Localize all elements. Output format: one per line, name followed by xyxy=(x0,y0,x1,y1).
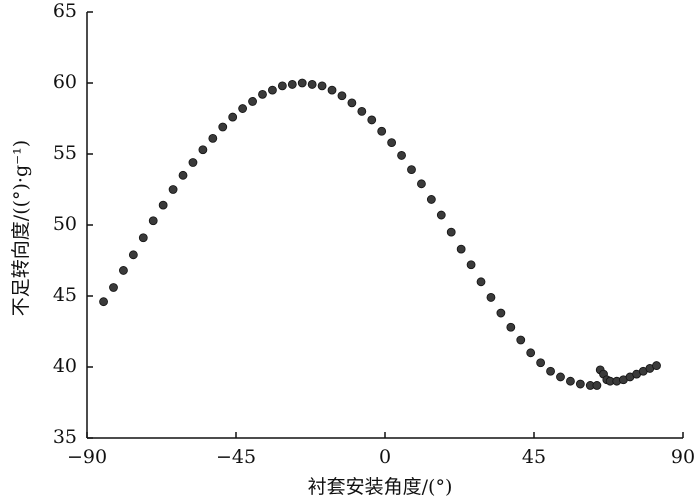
scatter-point xyxy=(506,322,516,332)
scatter-point xyxy=(327,85,337,95)
scatter-point xyxy=(99,297,108,307)
scatter-point xyxy=(377,126,387,136)
scatter-point xyxy=(407,165,416,175)
scatter-point xyxy=(652,361,661,370)
scatter-point xyxy=(287,80,297,89)
scatter-point xyxy=(387,138,397,148)
scatter-point xyxy=(307,80,317,89)
scatter-point xyxy=(486,293,496,302)
scatter-point xyxy=(496,308,506,318)
scatter-point xyxy=(128,250,138,260)
scatter-point xyxy=(268,85,277,95)
x-tick-label: 45 xyxy=(522,446,546,468)
scatter-point xyxy=(208,133,218,143)
x-axis-label: 衬套安装角度/(°) xyxy=(308,476,453,498)
scatter-point xyxy=(297,78,307,88)
y-tick-label: 50 xyxy=(53,213,77,235)
x-tick-label: −45 xyxy=(216,446,256,468)
scatter-point xyxy=(277,81,287,91)
y-tick-label: 65 xyxy=(53,0,77,22)
scatter-point xyxy=(592,381,602,390)
x-tick-label: −90 xyxy=(67,446,107,468)
scatter-point xyxy=(476,277,486,287)
scatter-point xyxy=(178,170,188,180)
y-tick-label: 35 xyxy=(53,426,77,448)
scatter-point xyxy=(148,216,158,226)
scatter-point xyxy=(397,151,406,160)
scatter-point xyxy=(248,97,257,106)
scatter-point xyxy=(556,372,565,382)
scatter-point xyxy=(516,335,526,345)
scatter-point xyxy=(357,107,367,116)
x-tick-label: 90 xyxy=(671,446,695,468)
y-tick-label: 45 xyxy=(53,284,77,306)
y-tick-label: 55 xyxy=(53,142,77,164)
scatter-point xyxy=(417,179,426,189)
scatter-point xyxy=(367,115,377,125)
y-tick-label: 40 xyxy=(53,355,77,377)
scatter-point xyxy=(109,283,118,292)
scatter-point xyxy=(536,358,546,368)
scatter-point xyxy=(317,81,327,91)
scatter-point xyxy=(466,260,476,270)
y-axis-label: 不足转向度/((°)·g⁻¹) xyxy=(10,140,32,316)
y-tick-label: 60 xyxy=(53,71,77,93)
scatter-point xyxy=(198,145,208,155)
scatter-point xyxy=(575,379,585,389)
scatter-point xyxy=(138,233,148,243)
scatter-point xyxy=(446,227,456,237)
scatter-point xyxy=(218,122,228,132)
scatter-point xyxy=(546,366,555,376)
scatter-point xyxy=(456,244,466,254)
scatter-point xyxy=(188,158,198,167)
scatter-point xyxy=(566,376,575,386)
scatter-point xyxy=(526,348,536,358)
scatter-point xyxy=(337,91,347,101)
scatter-point xyxy=(168,185,178,194)
x-tick-label: 0 xyxy=(379,446,391,468)
scatter-point xyxy=(158,200,168,210)
scatter-point xyxy=(258,89,267,99)
scatter-point xyxy=(436,210,446,220)
scatter-point xyxy=(228,112,238,122)
scatter-point xyxy=(119,266,128,275)
scatter-point xyxy=(426,195,436,204)
scatter-point xyxy=(238,104,248,113)
scatter-point xyxy=(347,98,357,108)
